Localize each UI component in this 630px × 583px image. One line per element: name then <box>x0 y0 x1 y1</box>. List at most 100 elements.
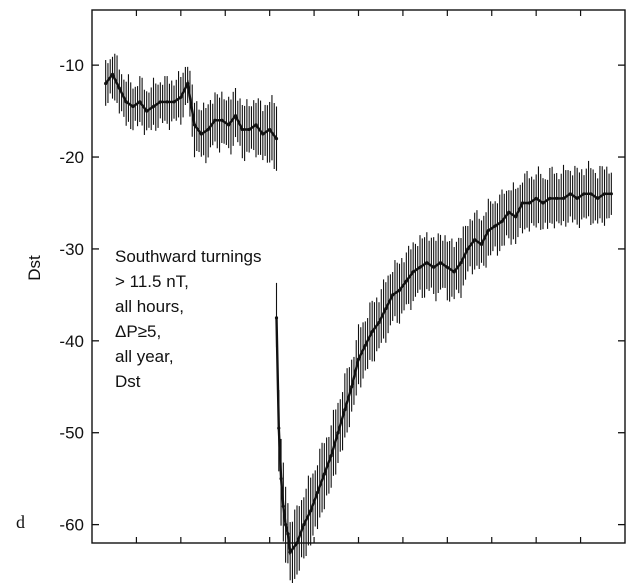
data-point <box>277 426 281 430</box>
data-point <box>302 523 306 527</box>
data-point <box>336 431 340 435</box>
data-point <box>534 196 538 200</box>
data-point <box>131 104 135 109</box>
data-point <box>192 123 197 127</box>
data-point <box>322 472 326 476</box>
data-point <box>445 265 449 269</box>
series-1 <box>104 53 279 171</box>
annotation-line: > 11.5 nT, <box>115 272 189 291</box>
annotation-line: ΔP≥5, <box>115 322 161 341</box>
data-point <box>384 307 388 311</box>
data-point <box>288 550 292 554</box>
data-point <box>493 224 497 228</box>
data-point <box>397 288 402 292</box>
annotation-line: Southward turnings <box>115 247 261 266</box>
data-point <box>206 127 210 132</box>
data-point <box>500 219 504 223</box>
data-point <box>281 504 285 508</box>
y-tick-label: -50 <box>59 424 84 443</box>
data-point <box>343 408 347 412</box>
data-point <box>254 123 258 127</box>
data-point <box>466 247 470 251</box>
data-point <box>315 490 320 495</box>
data-point <box>233 114 238 118</box>
panel-letter: d <box>16 512 25 532</box>
data-point <box>172 100 176 104</box>
data-point <box>284 523 288 527</box>
data-point <box>179 95 183 99</box>
data-point <box>568 192 572 196</box>
annotation-line: all year, <box>115 347 174 366</box>
data-point <box>261 132 265 136</box>
data-point <box>473 238 477 242</box>
data-point <box>391 293 395 297</box>
data-point <box>158 100 162 104</box>
data-point <box>165 100 169 104</box>
data-point <box>596 196 600 200</box>
data-point <box>555 196 559 200</box>
data-point <box>274 316 279 320</box>
data-point <box>561 196 566 200</box>
data-point <box>404 279 408 283</box>
data-point <box>286 532 290 536</box>
data-point <box>582 192 586 196</box>
data-point <box>520 201 525 205</box>
y-tick-label: -20 <box>59 148 84 167</box>
data-point <box>104 81 108 86</box>
data-point <box>438 261 443 265</box>
data-point <box>370 330 374 334</box>
data-point <box>199 132 203 136</box>
y-tick-label: -30 <box>59 240 84 259</box>
data-point <box>295 541 299 545</box>
data-point <box>247 127 251 132</box>
data-point <box>541 201 545 205</box>
data-point <box>432 265 436 269</box>
data-point <box>268 127 272 132</box>
data-point <box>452 270 456 274</box>
data-point <box>240 127 244 132</box>
y-tick-label: -60 <box>59 516 84 535</box>
data-point <box>124 100 128 104</box>
data-point <box>356 357 361 361</box>
data-point <box>418 265 422 269</box>
annotation-line: all hours, <box>115 297 184 316</box>
data-point <box>186 81 190 86</box>
series-2 <box>274 160 613 583</box>
data-point <box>459 261 463 265</box>
y-tick-label: -10 <box>59 56 84 75</box>
annotation-block: Southward turnings > 11.5 nT, all hours,… <box>115 247 261 391</box>
data-point <box>425 261 429 265</box>
data-point <box>274 137 279 141</box>
y-axis-title: Dst <box>25 255 44 281</box>
data-point <box>309 509 313 513</box>
data-point <box>151 104 156 109</box>
data-point <box>117 86 121 90</box>
data-point <box>350 385 354 389</box>
data-point <box>279 477 283 481</box>
data-point <box>486 228 490 233</box>
data-point <box>138 100 142 104</box>
data-point <box>527 201 531 205</box>
axis-ticks: -10 -20 -30 -40 -50 -60 <box>59 10 625 543</box>
data-point <box>377 320 381 325</box>
data-point <box>411 270 415 274</box>
data-point <box>220 118 224 122</box>
data-point <box>363 343 367 348</box>
data-point <box>507 210 511 214</box>
annotation-line: Dst <box>115 372 141 391</box>
data-point <box>110 72 115 76</box>
data-point <box>589 192 593 196</box>
data-point <box>213 118 217 122</box>
data-series <box>104 53 613 583</box>
data-point <box>548 196 552 200</box>
data-point <box>479 242 484 246</box>
mean-line <box>275 192 612 556</box>
data-point <box>602 192 607 196</box>
data-point <box>575 196 579 200</box>
mean-line <box>104 72 278 140</box>
y-tick-label: -40 <box>59 332 84 351</box>
data-point <box>329 454 333 458</box>
data-point <box>609 192 613 196</box>
data-point <box>227 123 231 127</box>
